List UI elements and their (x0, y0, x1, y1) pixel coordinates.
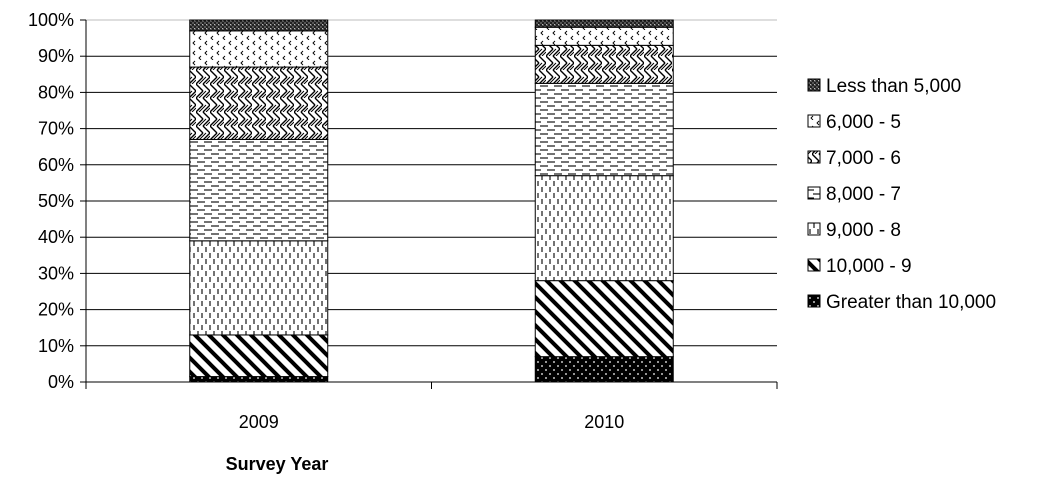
bar-segment (534, 280, 674, 358)
bar-segment (189, 30, 329, 68)
x-axis-title: Survey Year (226, 454, 329, 474)
legend-swatch (807, 258, 821, 272)
legend-label: 8,000 - 7 (826, 184, 901, 205)
y-tick-label: 30% (38, 263, 74, 283)
x-tick-label: 2010 (584, 412, 624, 432)
legend-swatch (807, 294, 821, 308)
legend-label: Less than 5,000 (826, 76, 961, 97)
y-tick-label: 90% (38, 46, 74, 66)
bar-segment (189, 376, 329, 383)
legend-label: Greater than 10,000 (826, 292, 996, 313)
legend-swatch (807, 186, 821, 200)
legend-label: 9,000 - 8 (826, 220, 901, 241)
legend-swatch (807, 150, 821, 164)
legend-label: 10,000 - 9 (826, 256, 912, 277)
y-tick-label: 60% (38, 155, 74, 175)
legend-swatch (807, 222, 821, 236)
y-tick-label: 50% (38, 191, 74, 211)
y-tick-label: 20% (38, 300, 74, 320)
bar-segment (189, 240, 329, 336)
bar-segment (534, 175, 674, 282)
legend-label: 6,000 - 5 (826, 112, 901, 133)
legend-label: 7,000 - 6 (826, 148, 901, 169)
x-tick-label: 2009 (239, 412, 279, 432)
y-tick-label: 0% (48, 372, 74, 392)
legend-swatch (807, 114, 821, 128)
bar-segment (189, 19, 329, 32)
y-tick-label: 10% (38, 336, 74, 356)
y-tick-label: 80% (38, 82, 74, 102)
y-tick-label: 40% (38, 227, 74, 247)
y-tick-label: 100% (28, 10, 74, 30)
bar-segment (534, 26, 674, 46)
bar-segment (534, 19, 674, 28)
bar-segment (534, 356, 674, 383)
bar-segment (189, 66, 329, 140)
bar-segment (189, 334, 329, 378)
bar-segment (189, 138, 329, 242)
bar-segment (534, 82, 674, 177)
bar-segment (534, 44, 674, 84)
legend-swatch (807, 78, 821, 92)
y-tick-label: 70% (38, 119, 74, 139)
